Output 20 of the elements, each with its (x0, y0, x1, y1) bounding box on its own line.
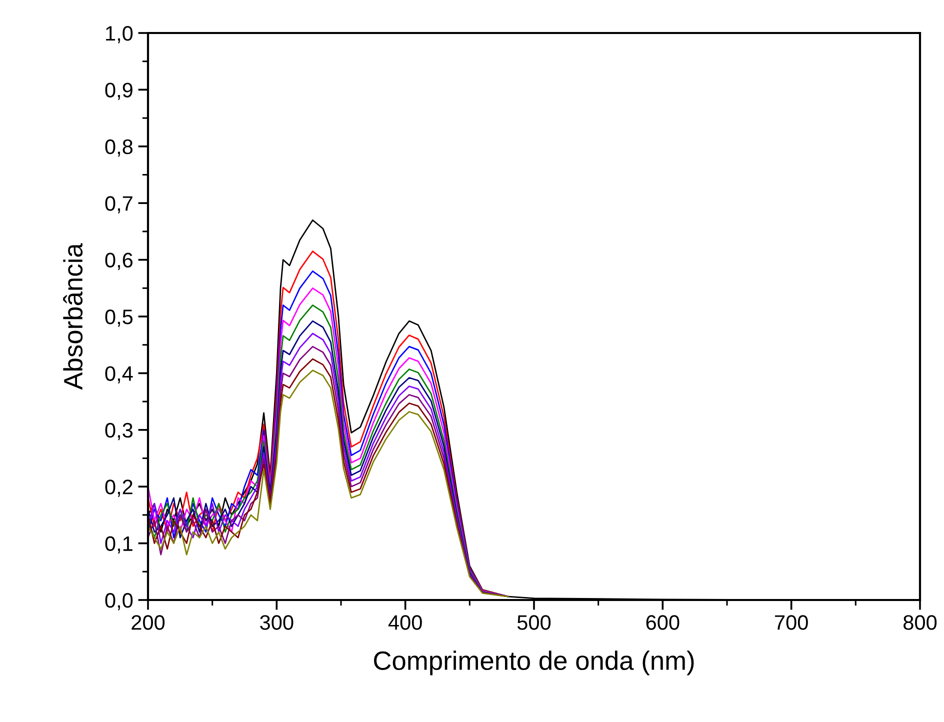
y-axis-title: Absorbância (63, 243, 83, 390)
y-tick-label: 0,2 (105, 480, 132, 497)
y-tick-label: 0,6 (105, 252, 133, 270)
y-tick-label: 0,7 (105, 196, 132, 214)
y-tick-label: 0,1 (105, 536, 132, 554)
x-tick-label: 600 (646, 615, 680, 630)
x-tick-label: 800 (904, 615, 937, 630)
x-tick-label: 700 (775, 615, 808, 630)
x-tick-label: 500 (517, 615, 551, 630)
x-tick-label: 400 (388, 615, 422, 630)
y-tick-label: 0,3 (105, 422, 133, 440)
y-tick-label: 0,4 (105, 366, 133, 384)
y-tick-label: 0,5 (105, 310, 133, 327)
y-tick-label: 1,0 (106, 26, 133, 44)
x-tick-label: 200 (132, 615, 165, 630)
y-tick-label: 0,8 (105, 139, 133, 157)
y-tick-label: 0,9 (105, 82, 132, 100)
x-axis-title: Comprimento de onda (nm) (374, 650, 694, 676)
y-tick-label: 0,0 (105, 593, 133, 610)
x-tick-label: 300 (260, 615, 294, 630)
